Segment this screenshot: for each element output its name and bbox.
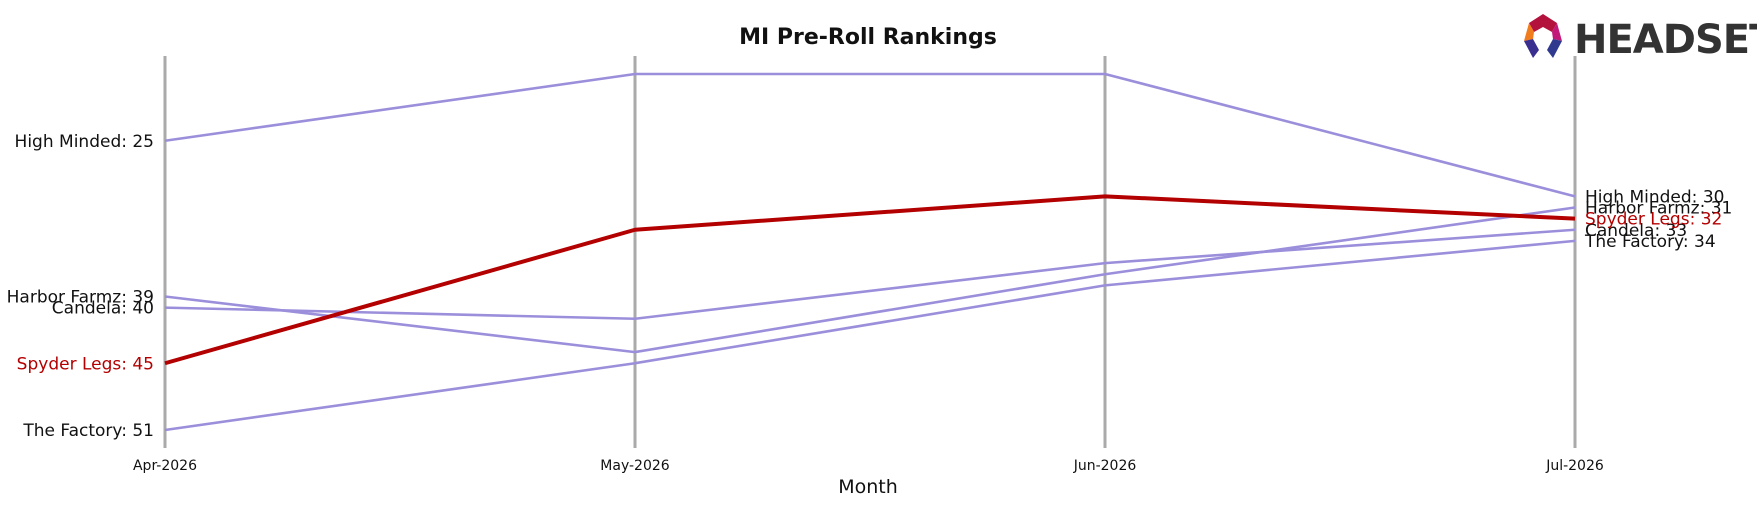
end-label-candela: Candela: 33 — [1585, 221, 1687, 241]
month-axis-lines — [163, 56, 1577, 448]
end-label-harbor-farmz: Harbor Farmz: 31 — [1585, 199, 1732, 219]
series-line-the-factory — [164, 239, 1576, 432]
logo-wordmark: HEADSET — [1574, 17, 1757, 63]
start-label-the-factory: The Factory: 51 — [22, 421, 154, 441]
x-tick-label: Apr-2026 — [133, 458, 197, 474]
start-label-spyder-legs: Spyder Legs: 45 — [17, 354, 154, 374]
x-tick-label: Jun-2026 — [1073, 458, 1137, 474]
x-tick-label: May-2026 — [600, 458, 669, 474]
end-label-high-minded: High Minded: 30 — [1585, 187, 1724, 207]
headset-logo: HEADSET — [1524, 14, 1757, 63]
end-label-the-factory: The Factory: 34 — [1584, 232, 1716, 252]
x-tick-label: Jul-2026 — [1545, 458, 1604, 474]
series-line-high-minded — [164, 72, 1576, 198]
series-line-spyder-legs — [164, 194, 1576, 366]
x-axis-label: Month — [838, 476, 898, 498]
logo-mark-icon — [1524, 14, 1562, 58]
end-label-spyder-legs: Spyder Legs: 32 — [1585, 210, 1722, 230]
start-label-harbor-farmz: Harbor Farmz: 39 — [7, 288, 154, 308]
series-lines — [164, 72, 1576, 432]
start-label-candela: Candela: 40 — [52, 299, 154, 319]
start-label-high-minded: High Minded: 25 — [15, 132, 154, 152]
series-line-candela — [164, 228, 1576, 321]
chart-title: MI Pre-Roll Rankings — [739, 25, 997, 50]
series-line-harbor-farmz — [164, 206, 1576, 354]
x-tick-labels: Apr-2026 May-2026 Jun-2026 Jul-2026 — [133, 458, 1604, 474]
start-rank-labels: High Minded: 25 Harbor Farmz: 39Candela: … — [7, 132, 154, 441]
